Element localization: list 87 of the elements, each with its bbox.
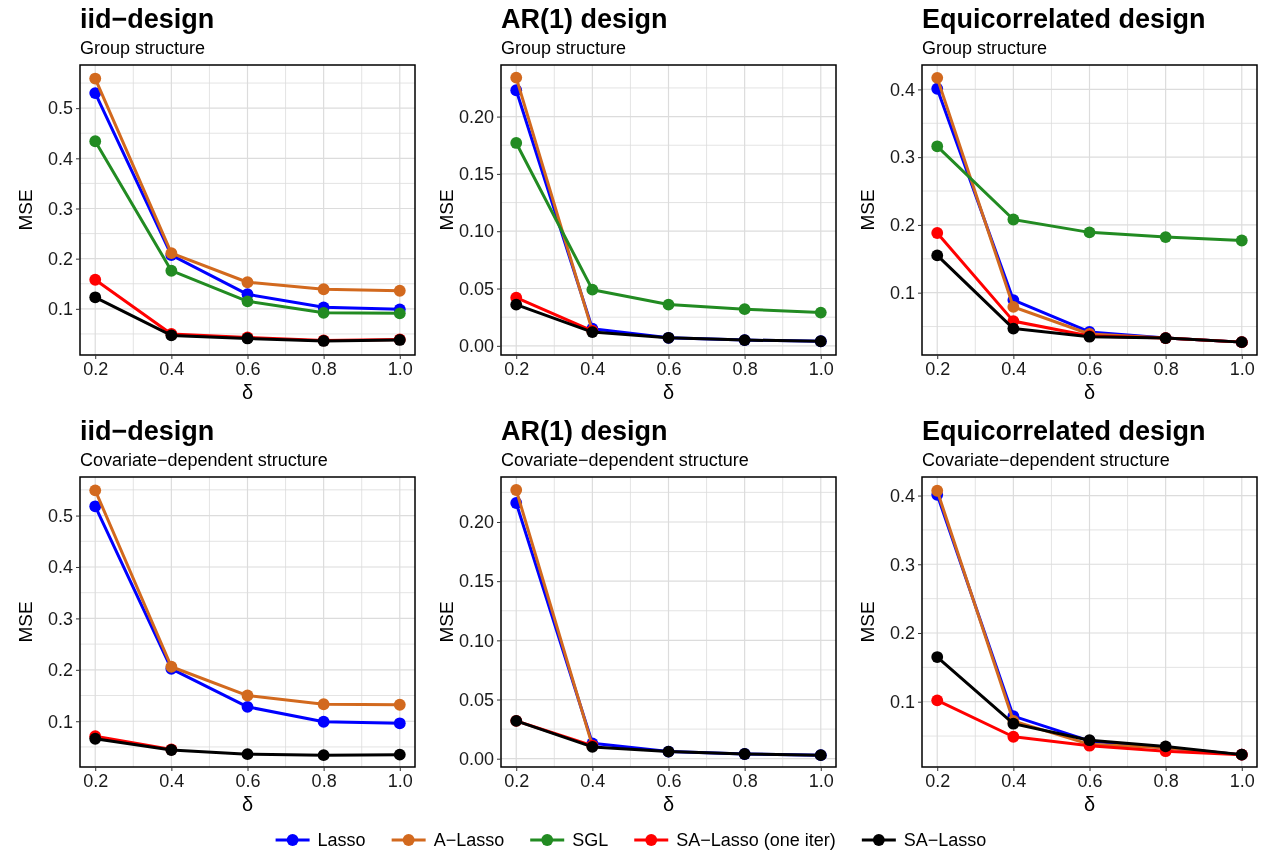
y-tick-label: 0.20 [458, 106, 494, 127]
y-tick-label: 0.3 [889, 554, 915, 575]
y-tick-label: 0.2 [47, 660, 73, 681]
x-tick-label: 0.8 [311, 358, 337, 379]
x-tick-label: 0.4 [580, 770, 606, 791]
x-tick-label: 0.6 [1077, 770, 1103, 791]
y-axis-title: MSE [15, 601, 36, 643]
y-tick-label: 0.4 [47, 148, 73, 169]
x-axis-title: δ [1083, 381, 1096, 403]
x-tick-label: 0.2 [83, 770, 109, 791]
chart-subtitle: Covariate−dependent structure [922, 450, 1170, 470]
x-tick-label: 0.4 [159, 770, 185, 791]
y-tick-label: 0.1 [47, 711, 73, 732]
x-tick-label: 0.6 [656, 770, 682, 791]
x-axis-title: δ [241, 793, 254, 815]
x-tick-label: 0.6 [235, 358, 261, 379]
x-tick-label: 0.6 [656, 358, 682, 379]
x-tick-label: 1.0 [387, 770, 413, 791]
x-tick-label: 0.4 [1001, 358, 1027, 379]
x-tick-label: 1.0 [1229, 358, 1255, 379]
y-tick-label: 0.05 [458, 278, 494, 299]
chart-title: iid−design [80, 416, 215, 446]
chart-title: AR(1) design [501, 416, 668, 446]
y-tick-label: 0.3 [889, 147, 915, 168]
x-tick-label: 0.8 [311, 770, 337, 791]
x-axis-title: δ [662, 381, 675, 403]
legend-label: SA−Lasso [903, 830, 987, 851]
chart-title: Equicorrelated design [922, 4, 1206, 34]
x-tick-label: 1.0 [808, 358, 834, 379]
y-tick-label: 0.10 [458, 221, 494, 242]
y-tick-label: 0.1 [889, 691, 915, 712]
x-tick-label: 1.0 [387, 358, 413, 379]
x-tick-label: 0.6 [235, 770, 261, 791]
y-tick-label: 0.1 [47, 299, 73, 320]
x-axis-title: δ [662, 793, 675, 815]
y-tick-label: 0.10 [458, 630, 494, 651]
y-tick-label: 0.4 [889, 485, 915, 506]
y-tick-label: 0.4 [889, 79, 915, 100]
x-tick-label: 0.2 [504, 770, 530, 791]
y-axis-title: MSE [857, 601, 878, 643]
y-tick-label: 0.05 [458, 689, 494, 710]
y-tick-label: 0.5 [47, 98, 73, 119]
x-tick-label: 0.4 [580, 358, 606, 379]
x-axis-title: δ [241, 381, 254, 403]
x-tick-label: 0.2 [504, 358, 530, 379]
y-axis-title: MSE [436, 189, 457, 231]
legend-label: A−Lasso [433, 830, 505, 851]
legend-label: Lasso [317, 830, 366, 851]
chart-title: Equicorrelated design [922, 416, 1206, 446]
x-axis-title: δ [1083, 793, 1096, 815]
x-tick-label: 0.4 [1001, 770, 1027, 791]
y-tick-label: 0.2 [889, 215, 915, 236]
x-tick-label: 0.8 [1153, 358, 1179, 379]
x-tick-label: 0.8 [1153, 770, 1179, 791]
legend-label: SA−Lasso (one iter) [676, 830, 836, 851]
y-tick-label: 0.15 [458, 571, 494, 592]
y-tick-label: 0.20 [458, 512, 494, 533]
y-tick-label: 0.4 [47, 557, 73, 578]
x-tick-label: 0.2 [925, 770, 951, 791]
y-tick-label: 0.3 [47, 198, 73, 219]
chart-subtitle: Covariate−dependent structure [501, 450, 749, 470]
chart-subtitle: Group structure [922, 38, 1048, 58]
chart-subtitle: Group structure [80, 38, 206, 58]
y-tick-label: 0.1 [889, 282, 915, 303]
legend-label: SGL [572, 830, 609, 851]
y-tick-label: 0.15 [458, 164, 494, 185]
x-tick-label: 1.0 [1229, 770, 1255, 791]
x-tick-label: 0.8 [732, 770, 758, 791]
y-axis-title: MSE [857, 189, 878, 231]
chart-subtitle: Group structure [501, 38, 627, 58]
x-tick-label: 0.6 [1077, 358, 1103, 379]
y-tick-label: 0.2 [47, 248, 73, 269]
x-tick-label: 0.4 [159, 358, 185, 379]
y-tick-label: 0.00 [458, 748, 494, 769]
y-tick-label: 0.2 [889, 623, 915, 644]
x-tick-label: 1.0 [808, 770, 834, 791]
y-axis-title: MSE [436, 601, 457, 643]
y-axis-title: MSE [15, 189, 36, 231]
y-tick-label: 0.3 [47, 608, 73, 629]
x-tick-label: 0.8 [732, 358, 758, 379]
y-tick-label: 0.00 [458, 336, 494, 357]
y-tick-label: 0.5 [47, 505, 73, 526]
chart-title: iid−design [80, 4, 215, 34]
x-tick-label: 0.2 [83, 358, 109, 379]
chart-title: AR(1) design [501, 4, 668, 34]
chart-subtitle: Covariate−dependent structure [80, 450, 328, 470]
x-tick-label: 0.2 [925, 358, 951, 379]
